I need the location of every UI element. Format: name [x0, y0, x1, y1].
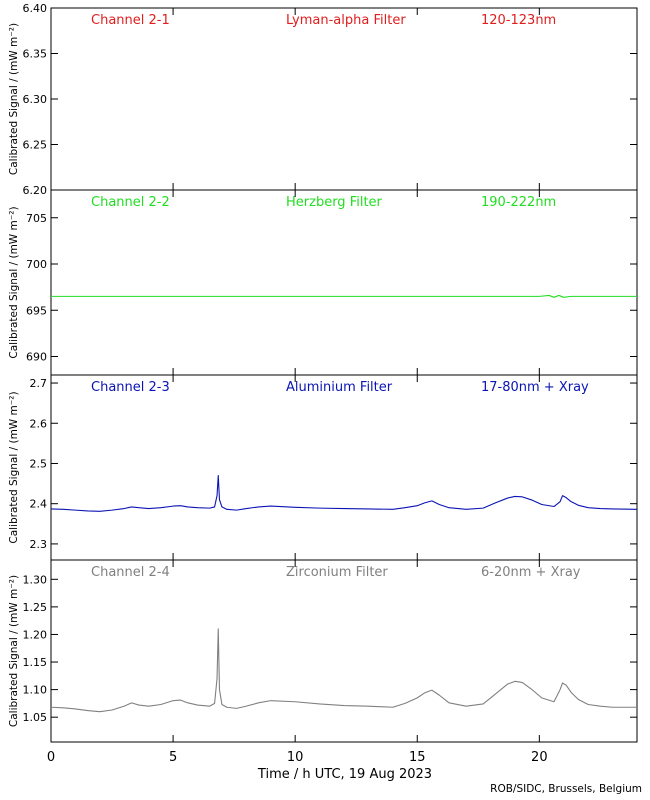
x-axis-label: Time / h UTC, 19 Aug 2023 [257, 767, 432, 782]
y-axis-label: Calibrated Signal / (mW m⁻²) [8, 575, 20, 727]
wavelength-band: 17-80nm + Xray [481, 380, 589, 395]
wavelength-band: 6-20nm + Xray [481, 565, 581, 580]
filter-name: Lyman-alpha Filter [286, 13, 406, 28]
wavelength-band: 190-222nm [481, 195, 556, 210]
series-line [50, 474, 638, 512]
y-tick-label: 1.20 [23, 628, 48, 641]
x-tick-label: 0 [47, 750, 55, 765]
channel-title: Channel 2-3 [91, 380, 170, 395]
filter-name: Herzberg Filter [286, 195, 383, 210]
y-tick-label: 700 [26, 258, 47, 271]
wavelength-band: 120-123nm [481, 13, 556, 28]
channel-title: Channel 2-1 [91, 13, 170, 28]
y-tick-label: 1.30 [23, 573, 48, 586]
y-axis-label: Calibrated Signal / (mW m⁻²) [8, 391, 20, 543]
channel-title: Channel 2-2 [91, 195, 170, 210]
panel-frame [50, 559, 638, 743]
y-axis-label: Calibrated Signal / (mW m⁻²) [8, 23, 20, 175]
channel-title: Channel 2-4 [91, 565, 170, 580]
series-line [50, 628, 637, 713]
credit-text: ROB/SIDC, Brussels, Belgium [490, 783, 642, 795]
filter-name: Zirconium Filter [286, 565, 388, 580]
y-tick-label: 1.15 [23, 656, 48, 669]
x-tick-label: 10 [287, 750, 304, 765]
y-tick-label: 695 [26, 304, 47, 317]
y-tick-label: 1.05 [23, 711, 48, 724]
y-tick-label: 6.30 [23, 93, 48, 106]
y-tick-label: 6.20 [23, 184, 48, 197]
x-axis: 0 5 10 15 20 [47, 750, 548, 765]
y-tick-label: 6.40 [23, 2, 48, 15]
filter-name: Aluminium Filter [286, 380, 393, 395]
y-axis-label: Calibrated Signal / (mW m⁻²) [8, 206, 20, 358]
y-tick-label: 6.35 [23, 48, 48, 61]
y-tick-label: 705 [26, 212, 47, 225]
series-line [51, 294, 637, 298]
y-tick-label: 2.7 [30, 377, 48, 390]
y-tick-label: 1.25 [23, 601, 48, 614]
y-tick-label: 690 [26, 351, 47, 364]
x-tick-label: 15 [409, 750, 426, 765]
x-tick-label: 5 [169, 750, 177, 765]
channel-panel: 690 695 700 705 Calibrated Signal / (mW m⁻²)… [8, 189, 638, 376]
y-tick-label: 6.25 [23, 139, 48, 152]
y-tick-label: 1.10 [23, 684, 48, 697]
x-tick-label: 20 [531, 750, 548, 765]
y-tick-label: 2.3 [30, 538, 48, 551]
y-tick-label: 2.5 [30, 457, 48, 470]
channel-panel: 2.3 2.4 2.5 2.6 2.7 Calibrated Signal / (mW m… [8, 374, 638, 561]
y-tick-label: 2.4 [30, 498, 48, 511]
y-tick-label: 2.6 [30, 417, 48, 430]
